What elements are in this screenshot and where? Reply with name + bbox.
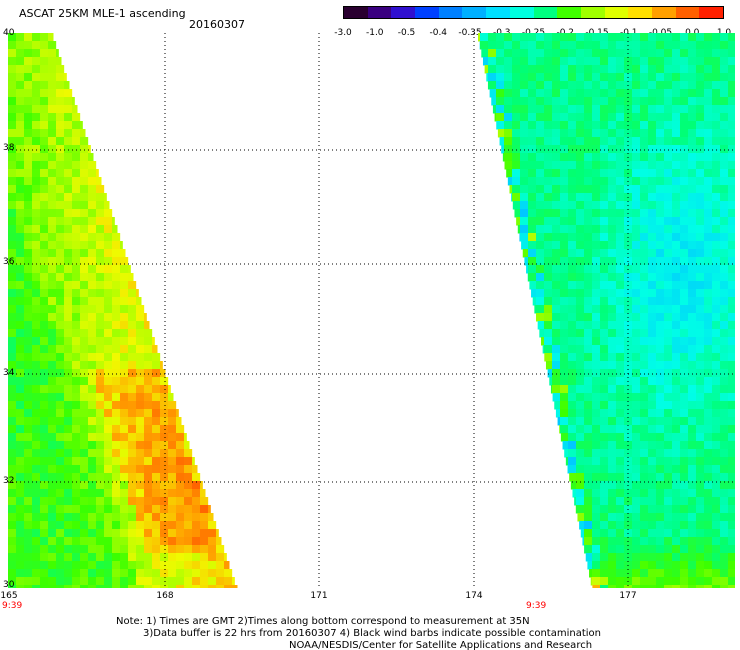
- colorbar-swatch-5: [462, 7, 487, 18]
- colorbar-swatch-12: [628, 7, 652, 18]
- map-title: ASCAT 25KM MLE-1 ascending: [19, 7, 186, 20]
- colorbar-swatch-3: [415, 7, 439, 18]
- colorbar-swatch-6: [486, 7, 510, 18]
- y-tick-38: 38: [3, 143, 15, 153]
- colorbar-swatch-13: [651, 7, 676, 18]
- colorbar-label-1: -1.0: [365, 28, 384, 38]
- y-tick-40: 40: [3, 28, 15, 38]
- colorbar-swatch-14: [675, 7, 700, 18]
- colorbar-label-0: -3.0: [334, 28, 352, 38]
- map-date: 20160307: [189, 18, 245, 31]
- x-tick-171: 171: [310, 591, 328, 601]
- swath-left: [8, 33, 238, 594]
- x-tick-168: 168: [156, 591, 174, 601]
- colorbar-swatch-7: [509, 7, 534, 18]
- note-line-2: 3)Data buffer is 22 hrs from 20160307 4)…: [143, 628, 601, 639]
- colorbar: [343, 6, 724, 19]
- x-tick-165: 165: [0, 591, 18, 601]
- colorbar-label-4: -0.35: [458, 28, 482, 38]
- colorbar-label-2: -0.5: [397, 28, 416, 38]
- colorbar-swatch-10: [580, 7, 605, 18]
- gridlines: [8, 33, 735, 588]
- y-tick-34: 34: [3, 368, 15, 378]
- swath-right: [478, 33, 737, 594]
- time-label-left: 9:39: [2, 601, 23, 611]
- y-tick-36: 36: [3, 257, 15, 267]
- colorbar-swatch-8: [533, 7, 558, 18]
- x-tick-174: 174: [465, 591, 483, 601]
- colorbar-swatch-11: [604, 7, 629, 18]
- colorbar-swatch-4: [438, 7, 463, 18]
- colorbar-swatch-1: [367, 7, 392, 18]
- colorbar-label-3: -0.4: [429, 28, 448, 38]
- time-label-right: 9:39: [526, 601, 547, 611]
- colorbar-swatch-15: [699, 7, 723, 18]
- y-tick-32: 32: [3, 476, 15, 486]
- colorbar-swatch-9: [557, 7, 581, 18]
- y-tick-30: 30: [3, 580, 15, 590]
- x-tick-177: 177: [619, 591, 637, 601]
- colorbar-swatch-2: [391, 7, 416, 18]
- note-line-1: Note: 1) Times are GMT 2)Times along bot…: [116, 616, 530, 627]
- swath-map: [8, 33, 737, 594]
- map-plot-area: [8, 33, 737, 594]
- colorbar-swatch-0: [344, 7, 368, 18]
- note-line-3: NOAA/NESDIS/Center for Satellite Applica…: [289, 640, 593, 650]
